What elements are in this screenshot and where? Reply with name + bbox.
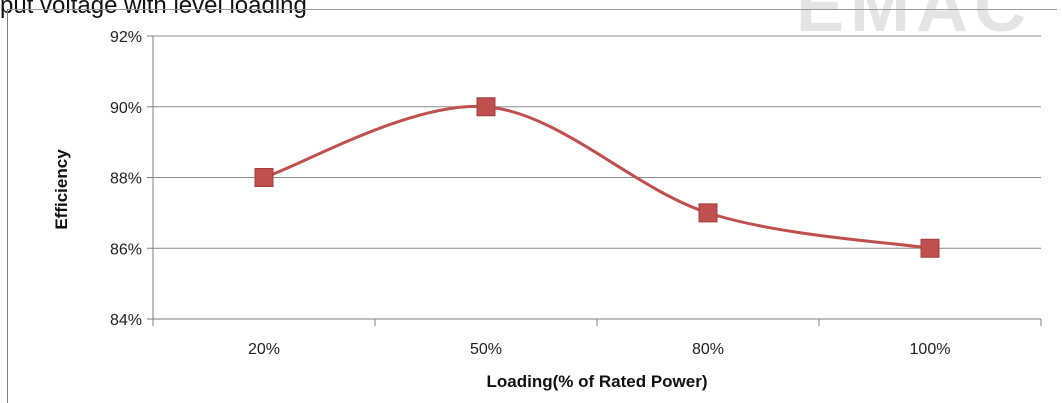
gridlines [153, 35, 1041, 249]
x-tick-label: 80% [692, 341, 724, 358]
y-tick-label: 90% [110, 100, 142, 117]
data-point-marker [920, 238, 940, 258]
x-axis-label: Loading(% of Rated Power) [487, 372, 708, 391]
chart-frame-left [7, 9, 8, 403]
data-point-marker [476, 97, 496, 117]
data-point-marker [698, 203, 718, 223]
y-tick-label: 92% [110, 29, 142, 46]
series-layer [254, 97, 940, 258]
x-tick-labels: 20% 50% 80% 100% [248, 341, 950, 358]
y-axis-label: Efficiency [52, 149, 71, 230]
axes [147, 35, 1042, 326]
y-tick-label: 88% [110, 171, 142, 188]
series-line [263, 104, 931, 250]
chart-frame-top [7, 9, 1057, 10]
y-tick-label: 86% [110, 241, 142, 258]
y-tick-labels: 84% 86% 88% 90% 92% [110, 29, 142, 329]
data-point-marker [254, 168, 274, 187]
x-tick-label: 20% [248, 341, 280, 358]
x-tick-label: 100% [910, 341, 951, 358]
watermark-text: EMAC [796, 0, 1032, 47]
y-tick-label: 84% [110, 312, 142, 329]
x-tick-label: 50% [470, 341, 502, 358]
